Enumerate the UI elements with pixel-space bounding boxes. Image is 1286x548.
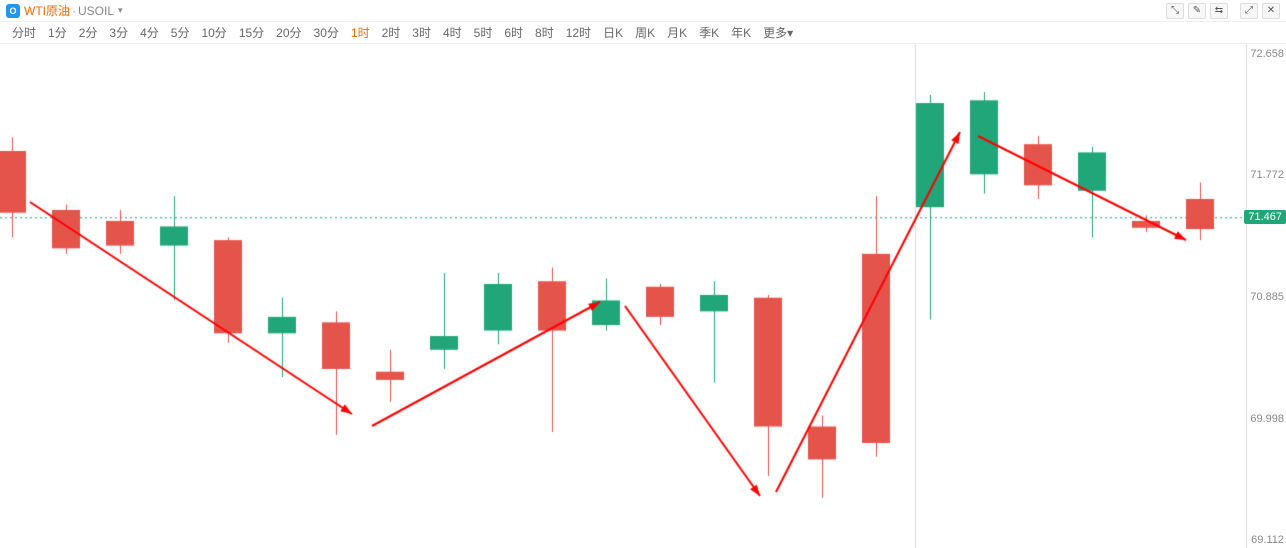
timeframe-5分[interactable]: 5分 [165, 24, 196, 41]
timeframe-3分[interactable]: 3分 [103, 24, 134, 41]
timeframe-8时[interactable]: 8时 [529, 24, 560, 41]
timeframe-15分[interactable]: 15分 [233, 24, 270, 41]
timeframe-5时[interactable]: 5时 [468, 24, 499, 41]
symbol-badge-icon: O [6, 4, 20, 18]
timeframe-2时[interactable]: 2时 [376, 24, 407, 41]
timeframe-30分[interactable]: 30分 [308, 24, 345, 41]
chart-header: O WTI原油 · USOIL ▾ ⤡✎⇆ ⤢✕ [0, 0, 1286, 22]
current-price-tag: 71.467 [1244, 210, 1286, 224]
close-icon[interactable]: ✕ [1262, 3, 1280, 19]
timeframe-6时[interactable]: 6时 [498, 24, 529, 41]
timeframe-季K[interactable]: 季K [693, 24, 725, 41]
y-axis-tick: 71.772 [1250, 169, 1284, 181]
timeframe-4时[interactable]: 4时 [437, 24, 468, 41]
line-chart-icon[interactable]: ⤡ [1166, 3, 1184, 19]
timeframe-more[interactable]: 更多▾ [757, 24, 799, 41]
timeframe-1时[interactable]: 1时 [345, 24, 376, 41]
candlestick-canvas[interactable] [0, 44, 1286, 548]
pencil-icon[interactable]: ✎ [1188, 3, 1206, 19]
timeframe-3时[interactable]: 3时 [406, 24, 437, 41]
y-axis-tick: 70.885 [1250, 291, 1284, 303]
symbol-separator: · [72, 4, 76, 18]
timeframe-10分[interactable]: 10分 [195, 24, 232, 41]
timeframe-20分[interactable]: 20分 [270, 24, 307, 41]
timeframe-2分[interactable]: 2分 [73, 24, 104, 41]
timeframe-bar: 分时1分2分3分4分5分10分15分20分30分1时2时3时4时5时6时8时12… [0, 22, 1286, 44]
timeframe-1分[interactable]: 1分 [42, 24, 73, 41]
symbol-dropdown-caret[interactable]: ▾ [118, 5, 123, 16]
timeframe-12时[interactable]: 12时 [560, 24, 597, 41]
timeframe-日K[interactable]: 日K [597, 24, 629, 41]
y-axis-tick: 69.998 [1250, 413, 1284, 425]
timeframe-月K[interactable]: 月K [661, 24, 693, 41]
y-axis-tick: 72.658 [1250, 48, 1284, 60]
symbol-ticker[interactable]: USOIL [78, 4, 114, 18]
header-toolbar: ⤡✎⇆ ⤢✕ [1166, 3, 1280, 19]
timeframe-周K[interactable]: 周K [629, 24, 661, 41]
symbol-name[interactable]: WTI原油 [24, 2, 70, 19]
timeframe-4分[interactable]: 4分 [134, 24, 165, 41]
timeframe-分时[interactable]: 分时 [6, 24, 42, 41]
timeframe-年K[interactable]: 年K [725, 24, 757, 41]
expand-icon[interactable]: ⤢ [1240, 3, 1258, 19]
exchange-icon[interactable]: ⇆ [1210, 3, 1228, 19]
y-axis-tick: 69.112 [1251, 534, 1284, 546]
chart-area[interactable]: 72.658 71.772 70.885 69.998 69.112 71.467 [0, 44, 1286, 548]
